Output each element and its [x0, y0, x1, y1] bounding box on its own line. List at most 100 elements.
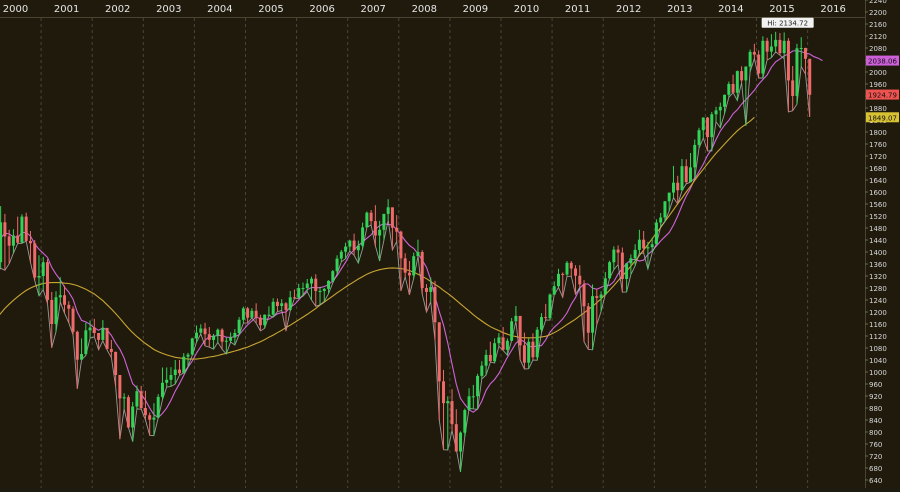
y-tick-label: 1320 — [869, 273, 887, 281]
candle-body — [237, 319, 241, 333]
candle-body — [395, 227, 399, 232]
candle-body — [280, 303, 284, 306]
candle-body — [318, 291, 322, 292]
candle-body — [561, 273, 565, 275]
candle-body — [407, 272, 411, 276]
candle-body — [514, 315, 518, 322]
candle-body — [774, 39, 778, 47]
candle-body — [54, 297, 58, 324]
candle-body — [731, 84, 735, 93]
candle-body — [803, 48, 807, 59]
y-tick-label: 1880 — [869, 105, 887, 113]
candle-body — [791, 80, 795, 96]
candle-body — [143, 408, 147, 416]
candle-body — [216, 329, 220, 336]
x-tick-label: 2011 — [565, 4, 590, 15]
y-tick-label: 1040 — [869, 357, 887, 365]
candle-body — [778, 39, 782, 54]
candle-body — [241, 308, 245, 320]
candle-body — [267, 314, 271, 316]
y-tick-label: 1520 — [869, 213, 887, 221]
candle-body — [301, 288, 305, 289]
y-tick-label: 1000 — [869, 369, 887, 377]
candle-body — [207, 334, 211, 340]
candle-body — [263, 314, 267, 326]
candle-body — [769, 46, 773, 52]
candle-body — [11, 235, 15, 246]
candle-body — [488, 354, 492, 362]
candle-body — [118, 375, 122, 399]
candle-body — [45, 262, 49, 300]
candle-body — [365, 212, 369, 228]
candle-body — [467, 396, 471, 411]
candle-body — [114, 351, 118, 375]
y-tick-label: 960 — [869, 381, 882, 389]
candle-body — [565, 262, 569, 275]
price-tag-box — [866, 89, 899, 100]
candle-body — [676, 182, 680, 191]
candle-body — [20, 216, 24, 243]
candle-body — [544, 317, 548, 319]
candle-body — [233, 333, 237, 338]
y-tick-label: 2200 — [869, 9, 887, 17]
candle-body — [689, 167, 692, 183]
candle-body — [335, 258, 339, 272]
y-tick-label: 1200 — [869, 309, 887, 317]
candle-body — [412, 256, 416, 276]
candle-body — [808, 58, 812, 95]
candle-body — [0, 222, 3, 263]
candle-body — [518, 315, 522, 346]
x-tick-label: 2003 — [156, 4, 181, 15]
y-tick-label: 1560 — [869, 201, 887, 209]
x-axis-labels: 2000 2001 2002 2003 2004 2005 2006 2007 2008 2009… — [3, 4, 846, 15]
y-tick-label: 720 — [869, 453, 882, 461]
x-tick-label: 2010 — [514, 4, 539, 15]
candle-body — [369, 212, 373, 222]
candle-body — [782, 40, 786, 54]
candle-body — [126, 397, 130, 428]
candle-body — [531, 341, 535, 358]
hi-label-box — [761, 17, 814, 28]
candle-body — [663, 201, 667, 218]
candle-body — [625, 263, 629, 279]
candle-body — [105, 327, 109, 349]
candle-body — [212, 335, 216, 340]
candle-body — [659, 217, 663, 223]
candle-body — [378, 229, 382, 236]
candle-body — [608, 262, 612, 279]
candle-body — [284, 303, 288, 310]
candle-body — [339, 251, 343, 259]
y-tick-label: 1760 — [869, 141, 887, 149]
candle-body — [586, 306, 590, 333]
candle-body — [80, 354, 84, 360]
candle-body — [173, 369, 177, 375]
candle-body — [667, 192, 671, 202]
candle-body — [373, 221, 377, 236]
candle-body — [190, 338, 194, 355]
y-tick-label: 1600 — [869, 189, 887, 197]
candle-body — [275, 301, 279, 306]
candle-body — [693, 144, 697, 168]
y-tick-label: 1480 — [869, 225, 887, 233]
candle-body — [476, 375, 480, 397]
candle-body — [122, 397, 126, 399]
candle-body — [258, 317, 262, 326]
candle-body — [224, 340, 228, 342]
candle-body — [254, 310, 258, 318]
y-tick-label: 1960 — [869, 81, 887, 89]
candle-body — [701, 117, 705, 131]
y-tick-label: 1680 — [869, 165, 887, 173]
candle-body — [522, 345, 526, 363]
candle-body — [578, 275, 582, 285]
candle-body — [706, 117, 710, 138]
candles-layer — [0, 31, 812, 472]
candle-body — [348, 240, 352, 247]
candle-body — [327, 280, 331, 289]
x-tick-label: 2001 — [54, 4, 79, 15]
x-tick-label: 2005 — [258, 4, 283, 15]
candle-body — [28, 240, 32, 244]
candle-body — [429, 287, 433, 292]
x-tick-label: 2004 — [207, 4, 232, 15]
